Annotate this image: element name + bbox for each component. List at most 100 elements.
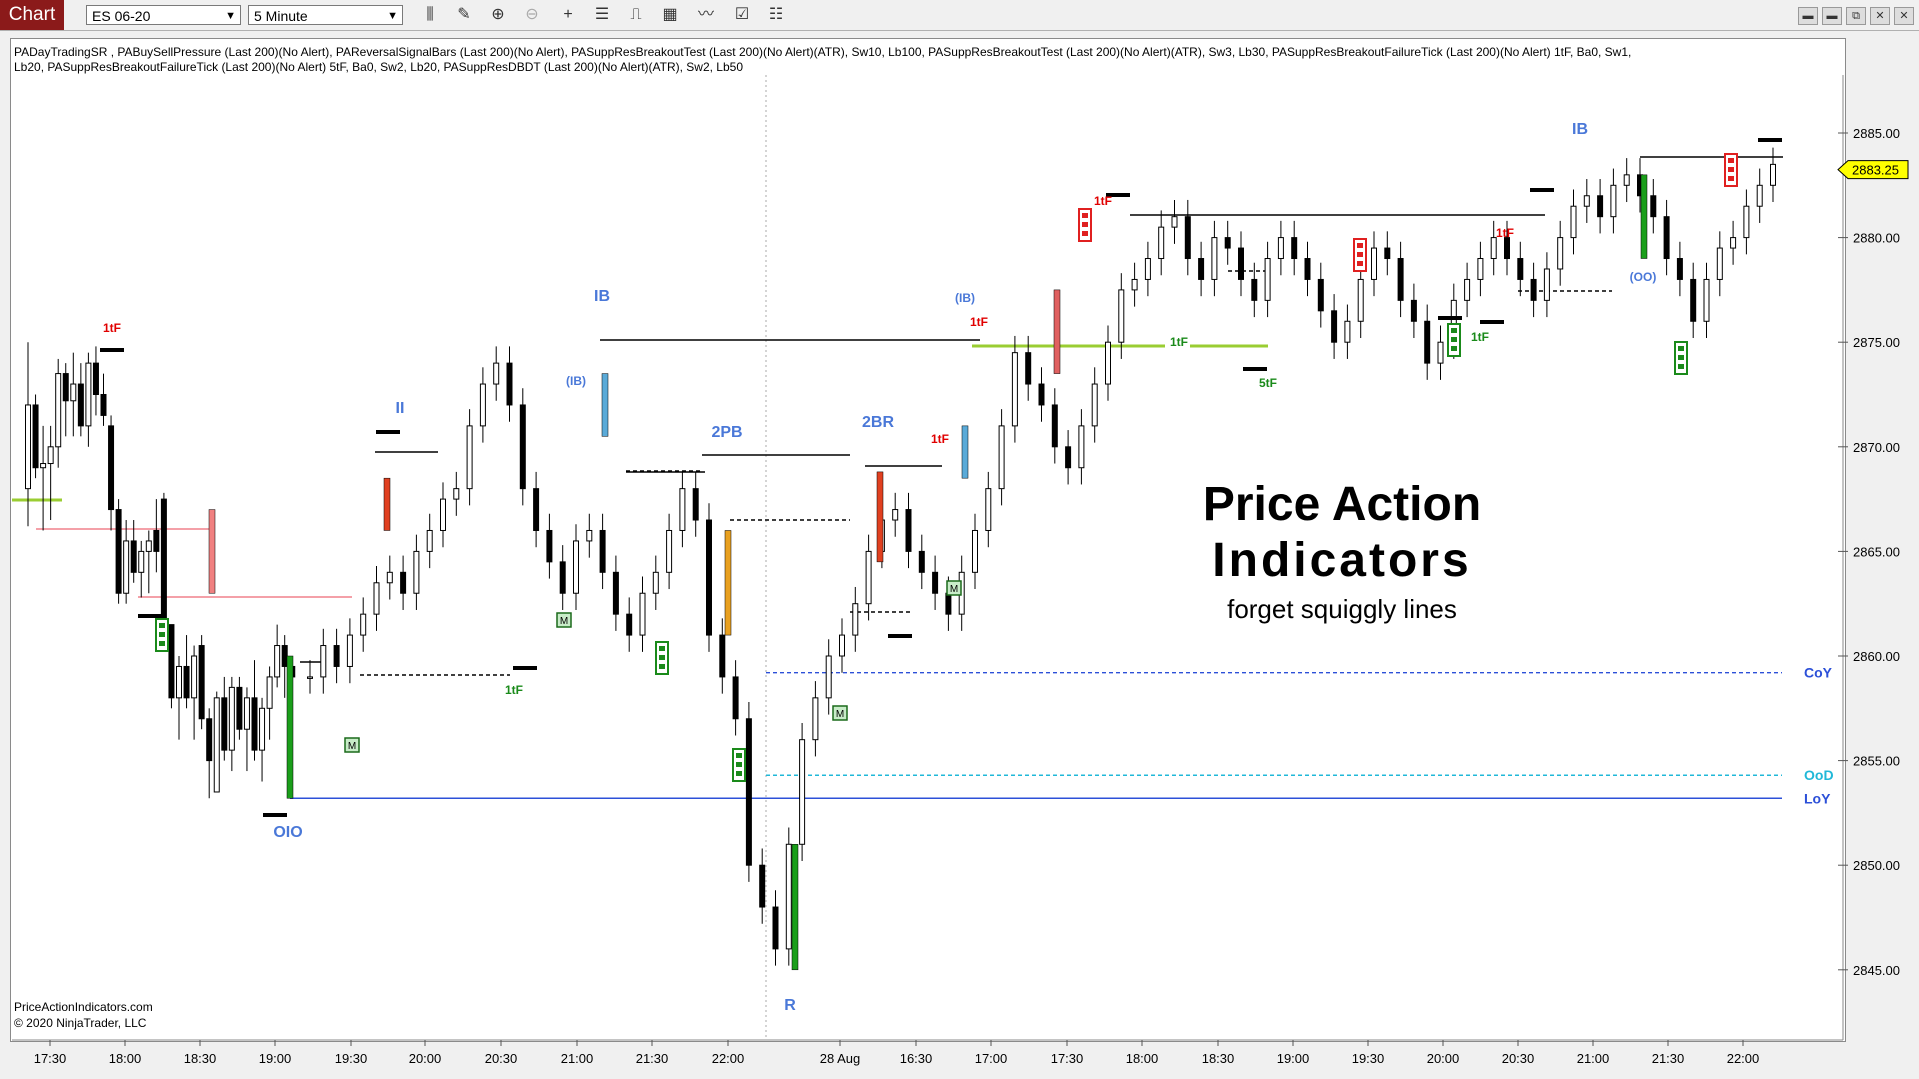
annotation-label: 1tF (1094, 194, 1112, 208)
candle-body (47, 446, 54, 465)
candle-body (400, 571, 407, 594)
zoom-in-icon[interactable]: ⊕ (491, 6, 505, 23)
candle-body (1065, 446, 1072, 469)
candle-body (213, 697, 220, 793)
data-box-icon[interactable]: ☑ (734, 6, 750, 23)
object-list-icon[interactable]: ☷ (768, 6, 784, 23)
candle-body (440, 498, 446, 531)
candle-body (183, 665, 190, 699)
annotation-label: 5tF (1259, 376, 1277, 390)
candle-body (1703, 278, 1710, 322)
crosshair-icon[interactable]: + (563, 6, 573, 23)
candle-body (191, 655, 198, 699)
candle-body (799, 739, 806, 845)
strategies-icon[interactable]: ▦ (662, 6, 678, 23)
signal-box-dot (1678, 346, 1684, 351)
candle-body (1304, 258, 1311, 280)
indicators-icon[interactable]: ⎍ (630, 6, 642, 23)
instrument-select[interactable]: ES 06-20 ▼ (86, 5, 241, 25)
candle-body (599, 529, 606, 573)
chevron-down-icon: ▼ (225, 10, 236, 22)
pressure-bar (286, 655, 294, 799)
level-label-ood: OoD (1804, 767, 1834, 783)
annotation-label: 1tF (931, 432, 949, 446)
pressure-bar (791, 844, 799, 971)
annotation-label: 2PB (711, 424, 742, 441)
candle-body (1131, 278, 1138, 291)
m-marker-label: M (560, 616, 568, 627)
x-tick-label: 18:30 (184, 1051, 217, 1066)
candle-body (1051, 404, 1058, 448)
candle-body (1171, 216, 1178, 228)
candle-body (1384, 247, 1391, 260)
bar-type-icon[interactable]: ⫼ (426, 6, 434, 23)
pressure-bar (383, 477, 391, 531)
close-icon[interactable]: ✕ (1870, 7, 1890, 25)
x-tick-label: 20:00 (409, 1051, 442, 1066)
interval-select[interactable]: 5 Minute ▼ (248, 5, 403, 25)
x-tick-label: 22:00 (1727, 1051, 1760, 1066)
candle-body (892, 509, 899, 521)
candle-body (145, 540, 152, 552)
candle-body (1251, 278, 1258, 301)
properties-icon[interactable]: ☰ (594, 6, 610, 23)
restore-icon[interactable]: ▬ (1822, 7, 1842, 25)
x-tick-label: 20:30 (485, 1051, 518, 1066)
x-tick-label: 16:30 (900, 1051, 933, 1066)
candle-body (1357, 278, 1364, 322)
candle-body (115, 509, 122, 594)
candle-body (108, 425, 115, 511)
signal-box-dot (1357, 252, 1363, 257)
interval-value: 5 Minute (254, 8, 308, 24)
candle-body (1437, 341, 1444, 364)
candle-body (719, 634, 726, 678)
chart-tab[interactable]: Chart (0, 0, 64, 30)
candle-body (506, 362, 513, 406)
chart-style-icon[interactable]: 〰 (697, 6, 714, 23)
signal-box-dot (1678, 364, 1684, 369)
signal-box-dot (1728, 167, 1734, 172)
candle-body (559, 561, 566, 594)
candle-body (639, 592, 646, 636)
candle-body (77, 383, 84, 427)
m-marker-label: M (348, 741, 356, 752)
candle-body (1650, 195, 1657, 218)
candle-body (92, 362, 99, 395)
candle-body (905, 509, 912, 552)
y-tick-label: 2855.00 (1853, 754, 1900, 769)
candle-body (360, 613, 367, 636)
maximize-icon[interactable]: ⧉ (1846, 7, 1866, 25)
candle-body (228, 686, 235, 751)
candle-body (221, 697, 228, 751)
candle-body (236, 686, 243, 730)
candle-body (1557, 237, 1564, 270)
candle-body (745, 718, 752, 866)
signal-box-dot (736, 753, 742, 758)
candle-body (100, 394, 107, 416)
candle-body (1291, 237, 1298, 260)
drawing-tool-icon[interactable]: ✎ (457, 6, 471, 23)
pressure-bar (601, 373, 609, 437)
candle-body (62, 373, 69, 402)
minimize-icon[interactable]: ▬ (1798, 7, 1818, 25)
candle-body (123, 540, 130, 594)
candle-body (373, 582, 380, 615)
candle-body (493, 362, 500, 385)
candle-body (825, 655, 832, 699)
candle-body (1371, 247, 1377, 280)
candle-body (1277, 237, 1284, 260)
x-tick-label: 18:30 (1202, 1051, 1235, 1066)
candle-body (1464, 278, 1471, 301)
close-icon[interactable]: ✕ (1894, 7, 1914, 25)
candle-body (612, 571, 619, 615)
signal-box-dot (159, 641, 165, 646)
annotation-label: (OO) (1630, 270, 1657, 284)
annotation-label: IB (594, 288, 610, 305)
y-tick-label: 2875.00 (1853, 335, 1900, 350)
annotation-label: (IB) (955, 291, 975, 305)
level-label-loy: LoY (1804, 790, 1831, 806)
zoom-out-icon[interactable]: ⊖ (525, 6, 539, 23)
chart-panel[interactable] (10, 38, 1846, 1042)
m-marker (556, 612, 572, 628)
